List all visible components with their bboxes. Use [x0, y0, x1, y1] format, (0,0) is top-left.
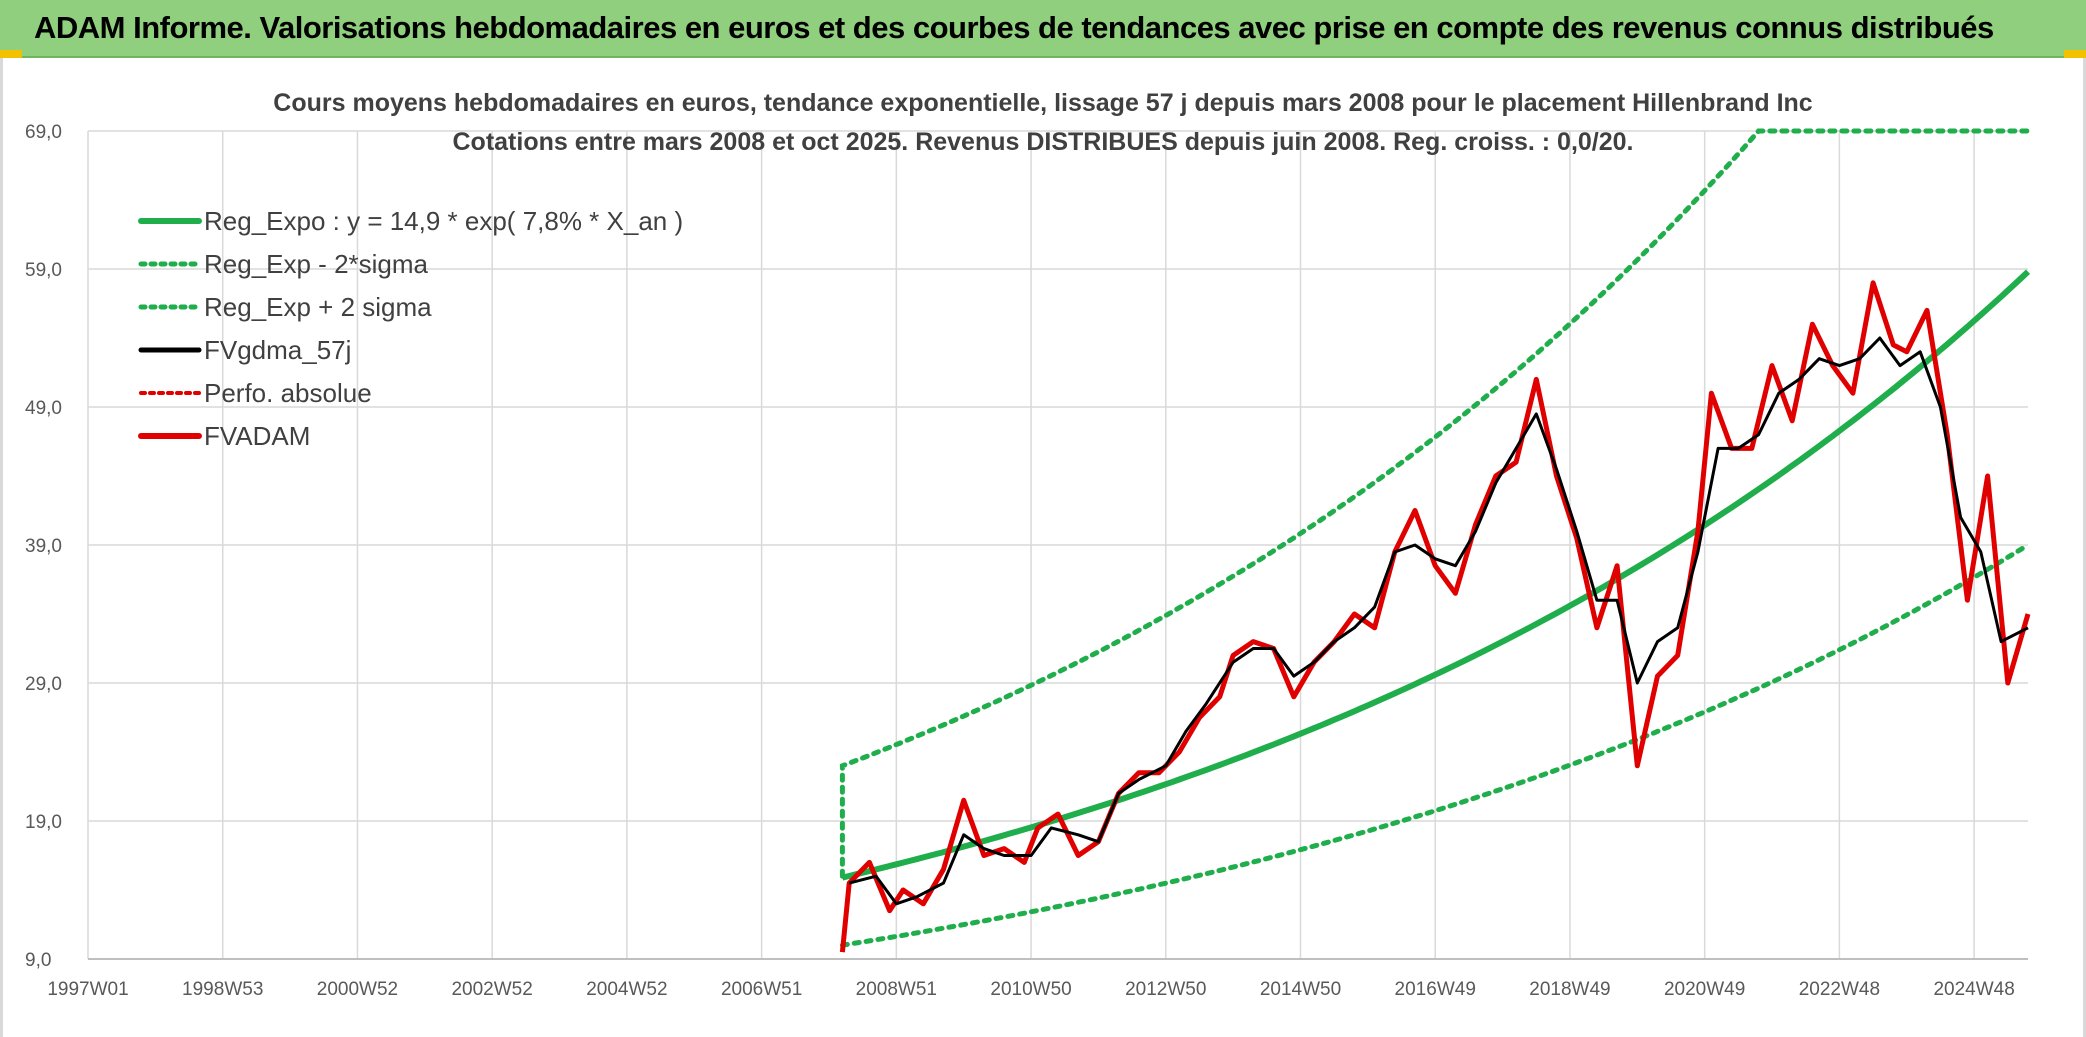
- x-tick-label: 2012W50: [1125, 979, 1206, 1000]
- x-tick-label: 2018W49: [1529, 979, 1610, 1000]
- legend-label: Reg_Exp + 2 sigma: [204, 292, 432, 322]
- legend-label: Perfo. absolue: [204, 378, 372, 408]
- y-tick-label: 29,0: [25, 674, 62, 695]
- reg-exp-plus-2sigma-line: [839, 128, 2031, 879]
- chart-title-line: Cotations entre mars 2008 et oct 2025. R…: [453, 128, 1634, 156]
- legend-label: FVADAM: [204, 421, 310, 451]
- chart-title-line: Cours moyens hebdomadaires en euros, ten…: [273, 89, 1812, 117]
- y-tick-label: 69,0: [25, 122, 62, 143]
- x-tick-label: 1998W53: [182, 979, 263, 1000]
- x-tick-label: 2008W51: [856, 979, 937, 1000]
- x-tick-label: 2006W51: [721, 979, 802, 1000]
- reg-exp-minus-2sigma-line: [839, 542, 2031, 948]
- corner-marker-left: [0, 50, 22, 58]
- x-tick-label: 1997W01: [47, 979, 128, 1000]
- x-tick-label: 2016W49: [1395, 979, 1476, 1000]
- report-header: ADAM Informe. Valorisations hebdomadaire…: [0, 0, 2086, 58]
- y-tick-label: 59,0: [25, 260, 62, 281]
- x-tick-label: 2002W52: [451, 979, 532, 1000]
- x-tick-label: 2024W48: [1933, 979, 2014, 1000]
- x-tick-label: 2014W50: [1260, 979, 1341, 1000]
- x-tick-label: 2000W52: [317, 979, 398, 1000]
- legend-label: Reg_Exp - 2*sigma: [204, 249, 429, 279]
- y-tick-label: 39,0: [25, 536, 62, 557]
- legend-label: FVgdma_57j: [204, 335, 351, 365]
- corner-marker-right: [2064, 50, 2086, 58]
- fvgdma-57j-line: [848, 336, 2029, 906]
- x-tick-label: 2022W48: [1799, 979, 1880, 1000]
- legend-label: Reg_Expo : y = 14,9 * exp( 7,8% * X_an ): [204, 206, 683, 236]
- x-tick-label: 2020W49: [1664, 979, 1745, 1000]
- chart-frame: 9,0 19,0 29,0 39,0 49,0 59,0 69,0 1997W01 1998W5…: [0, 58, 2086, 1037]
- valuation-chart: 9,0 19,0 29,0 39,0 49,0 59,0 69,0 1997W01 1998W5…: [25, 89, 2031, 1000]
- x-tick-label: 2010W50: [990, 979, 1071, 1000]
- y-tick-label: 19,0: [25, 812, 62, 833]
- y-tick-label: 49,0: [25, 398, 62, 419]
- x-tick-label: 2004W52: [586, 979, 667, 1000]
- report-title: ADAM Informe. Valorisations hebdomadaire…: [34, 10, 1994, 45]
- y-tick-label: 9,0: [25, 950, 51, 971]
